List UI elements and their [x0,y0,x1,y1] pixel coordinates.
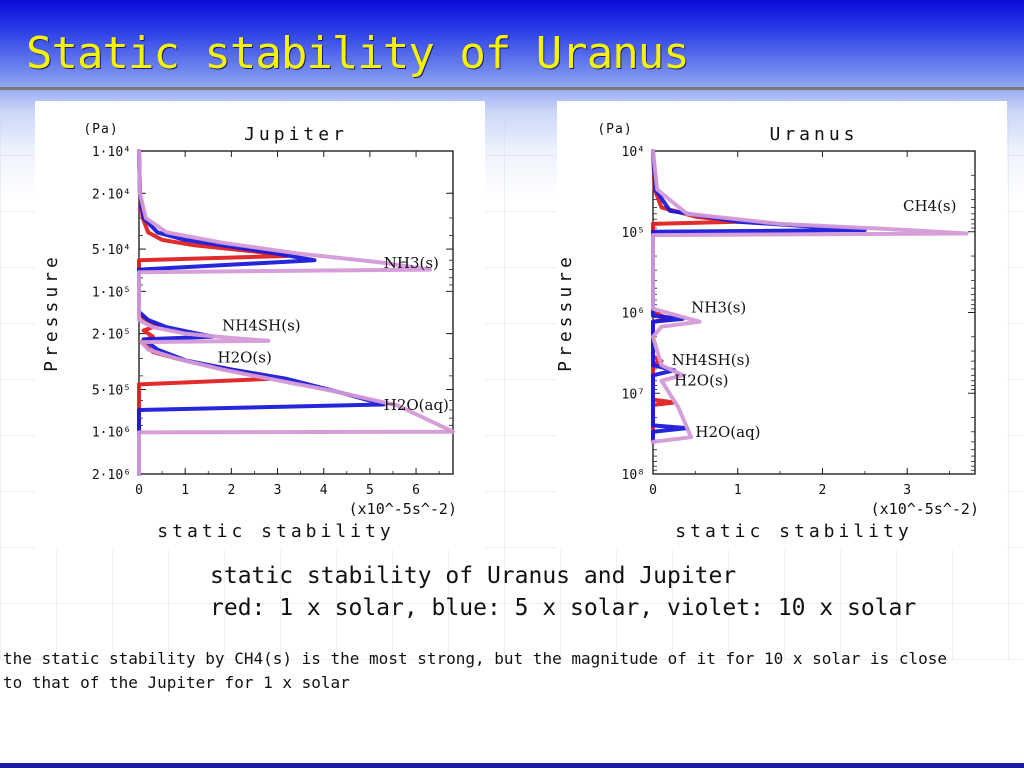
annotation-label: NH4SH(s) [222,317,301,335]
y-tick-label: 5·10⁵ [92,383,131,398]
annotation-label: H2O(aq) [384,396,449,414]
y-tick-label: 2·10⁶ [92,468,131,483]
x-axis-label: static stability [157,521,394,542]
note-line-1: the static stability by CH4(s) is the mo… [3,649,948,668]
y-unit-label: (Pa) [597,122,632,137]
x-unit-label: (x10^-5s^-2) [871,500,979,518]
caption-line-2: red: 1 x solar, blue: 5 x solar, violet:… [210,595,917,621]
annotation-label: NH3(s) [384,254,439,272]
y-axis-label: Pressure [557,253,576,372]
y-axis-label: Pressure [41,253,62,372]
x-unit-label: (x10^-5s^-2) [349,500,457,518]
annotation-label: NH4SH(s) [672,351,751,369]
x-tick-label: 0 [135,483,143,498]
x-tick-label: 6 [412,483,420,498]
x-tick-label: 2 [227,483,235,498]
x-tick-label: 2 [819,483,827,498]
caption-line-1: static stability of Uranus and Jupiter [210,563,737,589]
y-tick-label: 1·10⁵ [92,285,131,300]
annotation-label: H2O(aq) [695,423,760,441]
plot-frame [652,150,976,475]
y-tick-label: 5·10⁴ [92,243,131,258]
annotation-label: CH4(s) [903,197,957,215]
y-tick-label: 2·10⁵ [92,328,131,343]
chart-title: Uranus [769,124,858,145]
title-divider [0,87,1024,90]
y-tick-label: 2·10⁴ [92,187,131,202]
bottom-divider [0,763,1024,768]
uranus-chart-panel: Uranus (Pa) static stability (x10^-5s^-2) Pr… [557,101,1007,550]
uranus-chart: Uranus (Pa) static stability (x10^-5s^-2) Pr… [557,122,979,542]
x-tick-label: 1 [181,483,189,498]
x-tick-label: 3 [274,483,282,498]
annotation-label: H2O(s) [218,348,272,366]
note-line-2: to that of the Jupiter for 1 x solar [3,673,350,692]
jupiter-chart: Jupiter (Pa) static stability (x10^-5s^-2) P… [41,122,457,542]
plot-frame [138,150,454,475]
y-tick-label: 1·10⁶ [92,426,131,441]
series-line-violet [651,149,969,444]
y-tick-label: 10⁷ [622,387,645,402]
x-tick-label: 4 [320,483,328,498]
slide-title: Static stability of Uranus [26,28,690,79]
y-tick-label: 10⁵ [622,226,645,241]
x-tick-label: 3 [903,483,911,498]
annotation-label: H2O(s) [674,371,728,389]
annotation-label: NH3(s) [691,299,746,317]
y-tick-label: 10⁴ [622,145,645,160]
y-tick-label: 1·10⁴ [92,145,131,160]
y-unit-label: (Pa) [83,122,118,137]
x-axis-label: static stability [675,521,912,542]
y-tick-label: 10⁶ [622,307,645,322]
x-tick-label: 1 [734,483,742,498]
x-tick-label: 0 [649,483,657,498]
chart-title: Jupiter [244,124,348,145]
jupiter-chart-panel: Jupiter (Pa) static stability (x10^-5s^-2) P… [35,101,485,550]
x-tick-label: 5 [366,483,374,498]
y-tick-label: 10⁸ [622,468,645,483]
series-line-violet [137,149,455,476]
